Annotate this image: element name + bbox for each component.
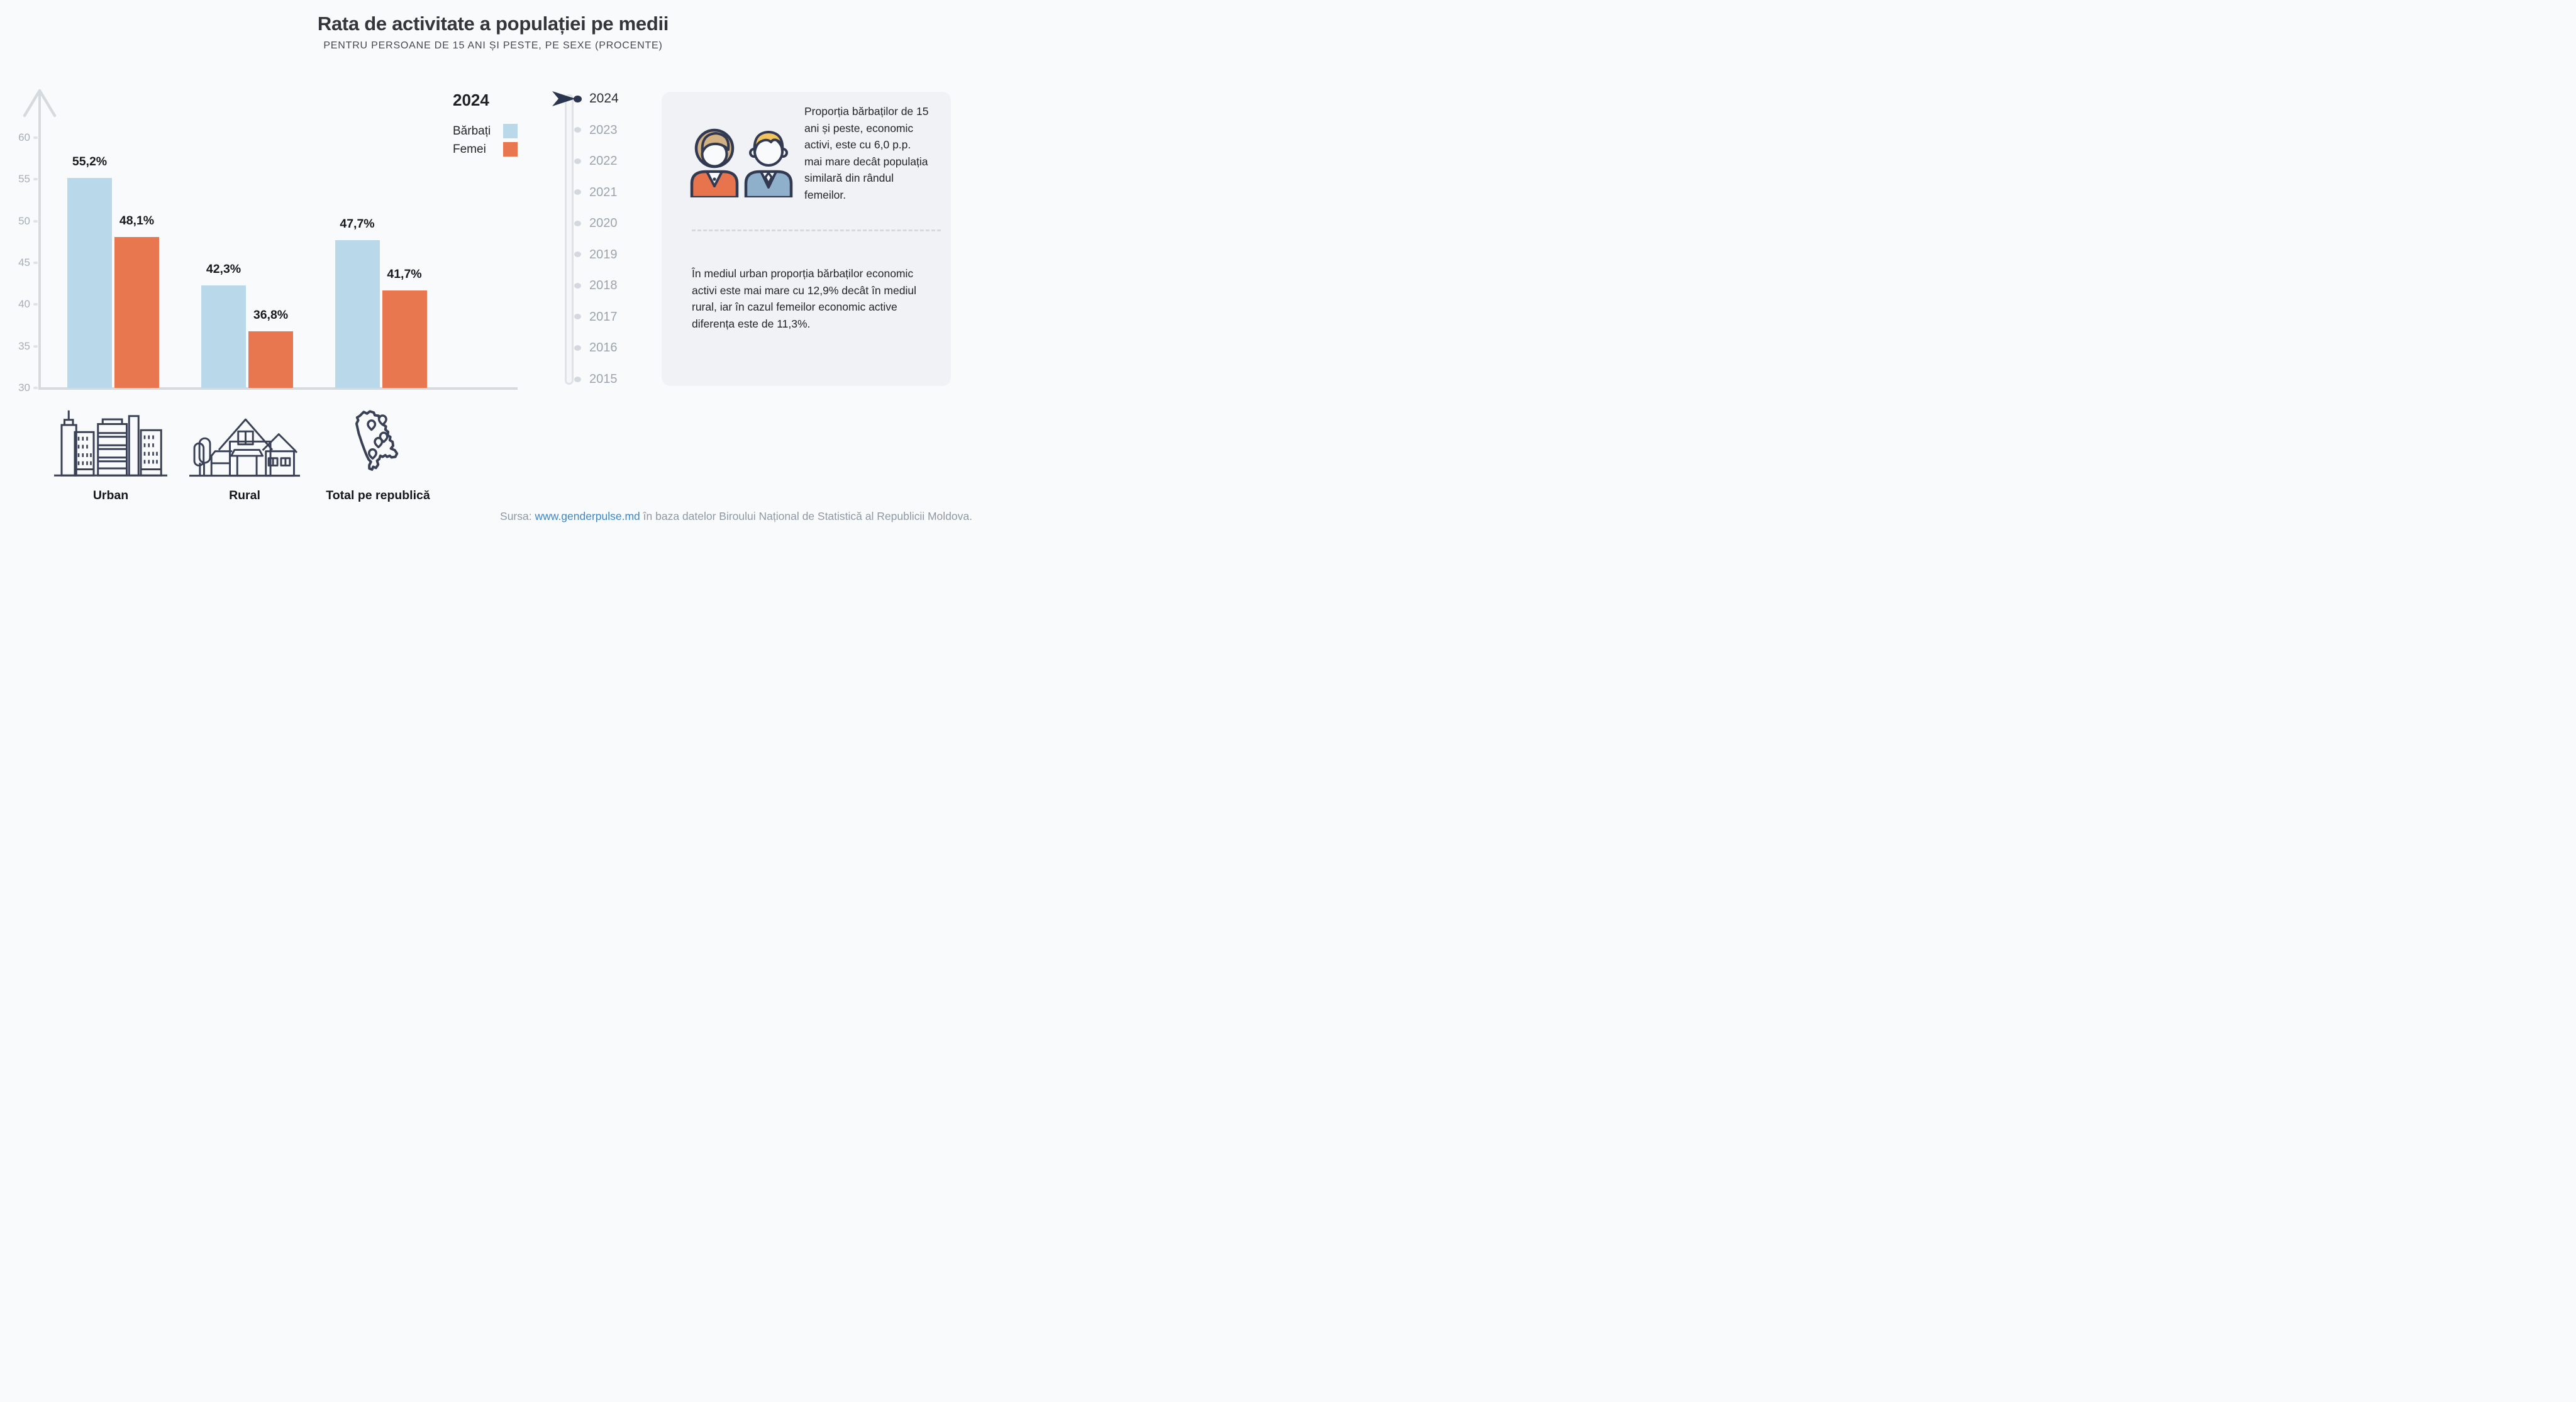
moldova-map-icon — [355, 410, 398, 471]
source-prefix: Sursa: — [500, 510, 535, 522]
timeline-year-2020[interactable]: 2020 — [589, 216, 618, 231]
y-axis-tick-mark — [33, 136, 38, 139]
bar-Femei-Total pe republică[interactable] — [382, 290, 427, 388]
timeline-dot-2018[interactable] — [574, 282, 581, 289]
info-box: Proporția bărbaților de 15 ani și peste,… — [662, 92, 951, 386]
timeline-track[interactable] — [565, 94, 574, 385]
timeline-year-2016[interactable]: 2016 — [589, 341, 618, 355]
page-subtitle: PENTRU PERSOANE DE 15 ANI ȘI PESTE, PE S… — [323, 40, 663, 51]
bar-value-label: 47,7% — [340, 217, 375, 231]
bar-Femei-Urban[interactable] — [114, 236, 159, 388]
y-axis-tick-mark — [33, 303, 38, 306]
y-axis-tick-label: 30 — [18, 382, 30, 394]
category-total: Total pe republică — [326, 404, 430, 503]
category-rural: Rural — [188, 404, 301, 503]
timeline-dot-2016[interactable] — [574, 345, 581, 351]
timeline-year-2022[interactable]: 2022 — [589, 154, 618, 168]
legend-item-barbati: Bărbați — [453, 124, 518, 138]
timeline-year-2015[interactable]: 2015 — [589, 372, 618, 387]
category-label-total: Total pe republică — [326, 488, 430, 502]
bar-Bărbați-Urban[interactable] — [67, 177, 112, 388]
y-axis-tick-label: 60 — [18, 131, 30, 143]
y-axis-tick-mark — [33, 219, 38, 223]
y-axis-tick-label: 50 — [18, 214, 30, 227]
timeline-dot-2019[interactable] — [574, 251, 581, 258]
source-link[interactable]: www.genderpulse.md — [535, 510, 640, 522]
timeline-dot-2022[interactable] — [574, 158, 581, 164]
infographic-canvas: Rata de activitate a populației pe medii… — [0, 0, 986, 537]
timeline-year-2018[interactable]: 2018 — [589, 279, 618, 293]
bar-Bărbați-Rural[interactable] — [201, 285, 246, 388]
info-paragraph-1: Proporția bărbaților de 15 ani și peste,… — [804, 105, 929, 201]
x-axis — [38, 387, 518, 390]
timeline-year-2023[interactable]: 2023 — [589, 123, 618, 137]
timeline-year-2019[interactable]: 2019 — [589, 247, 618, 262]
woman-man-icon — [690, 128, 793, 197]
timeline-year-2021[interactable]: 2021 — [589, 185, 618, 199]
bar-Femei-Rural[interactable] — [248, 331, 293, 388]
y-axis-tick-label: 55 — [18, 173, 30, 185]
chart-legend: 2024 Bărbați Femei — [453, 91, 518, 160]
y-axis-tick-label: 45 — [18, 256, 30, 268]
category-label-urban: Urban — [92, 488, 129, 502]
category-urban: Urban — [54, 404, 167, 503]
city-icon — [54, 410, 167, 477]
y-axis-tick-mark — [33, 387, 38, 389]
bar-value-label: 55,2% — [72, 154, 108, 168]
source-line: Sursa: www.genderpulse.md în baza datelo… — [500, 510, 972, 523]
bar-value-label: 42,3% — [206, 262, 242, 276]
timeline-dot-2023[interactable] — [574, 127, 581, 133]
timeline-year-2024[interactable]: 2024 — [589, 91, 619, 106]
scale-wrapper: Rata de activitate a populației pe medii… — [0, 0, 986, 537]
timeline-dot-2017[interactable] — [574, 314, 581, 320]
legend-item-femei: Femei — [453, 142, 518, 157]
y-axis-arrow-icon — [23, 89, 57, 118]
legend-label-femei: Femei — [453, 142, 486, 156]
timeline-dot-2021[interactable] — [574, 189, 581, 196]
y-axis-tick-mark — [33, 345, 38, 348]
page-title: Rata de activitate a populației pe medii — [317, 13, 669, 35]
house-icon — [189, 418, 300, 477]
timeline-year-2017[interactable]: 2017 — [589, 309, 618, 324]
source-suffix: în baza datelor Biroului Național de Sta… — [640, 510, 972, 522]
category-label-rural: Rural — [229, 488, 260, 502]
timeline-dot-2024[interactable] — [574, 95, 582, 102]
legend-label-barbati: Bărbați — [453, 124, 491, 138]
info-paragraph-2: În mediul urban proporția bărbaților eco… — [692, 267, 916, 330]
timeline-pointer-icon — [552, 91, 575, 106]
bar-Bărbați-Total pe republică[interactable] — [335, 240, 380, 388]
bar-value-label: 41,7% — [387, 267, 422, 281]
y-axis-tick-label: 35 — [18, 339, 30, 352]
bar-value-label: 36,8% — [253, 307, 289, 322]
legend-swatch-femei — [503, 142, 518, 157]
timeline-dot-2020[interactable] — [574, 220, 581, 226]
dashed-divider — [692, 229, 941, 231]
bar-value-label: 48,1% — [119, 213, 155, 228]
y-axis-tick-mark — [33, 261, 38, 264]
legend-year: 2024 — [453, 91, 489, 109]
y-axis-tick-label: 40 — [18, 298, 30, 311]
timeline-dot-2015[interactable] — [574, 376, 581, 382]
legend-swatch-barbati — [503, 124, 518, 138]
y-axis — [38, 92, 41, 389]
y-axis-tick-mark — [33, 178, 38, 181]
